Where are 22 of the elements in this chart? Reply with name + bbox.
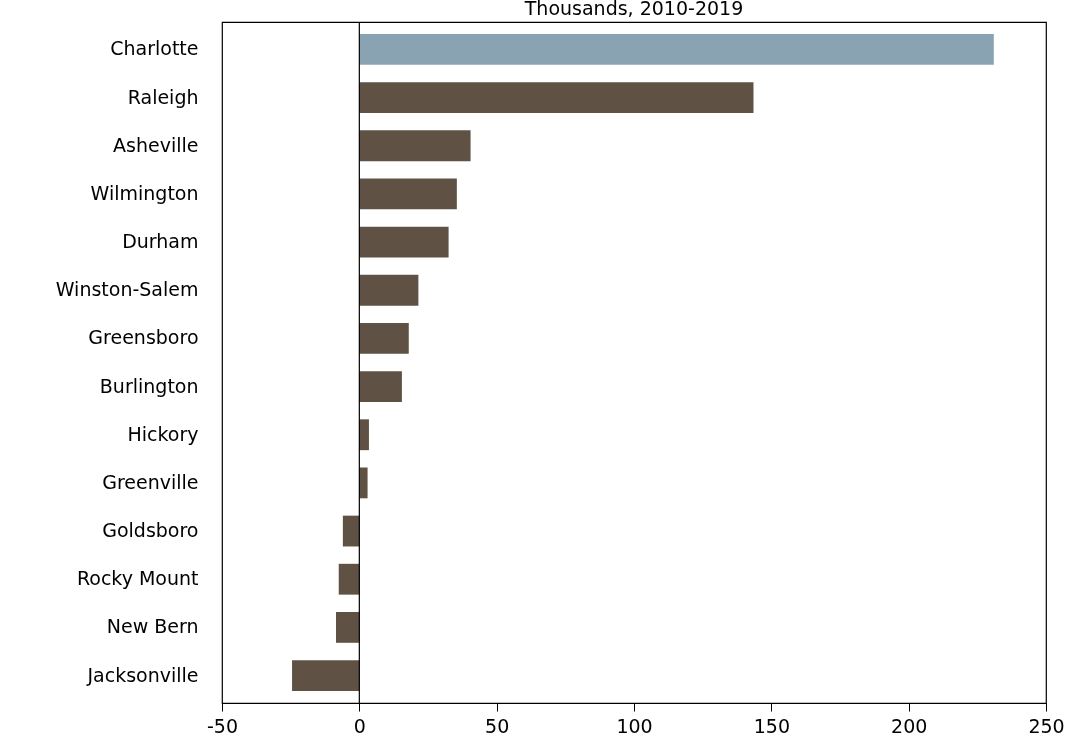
x-tick-label: 200 <box>891 714 928 737</box>
y-tick-label: Wilmington <box>90 181 199 204</box>
y-tick-label: Greensboro <box>88 326 199 349</box>
y-tick-label: Burlington <box>99 374 199 397</box>
x-tick-label: 150 <box>753 714 790 737</box>
y-tick-label: Jacksonville <box>86 663 199 686</box>
x-tick-label: 250 <box>1028 714 1065 737</box>
y-tick-label: New Bern <box>106 615 199 638</box>
y-tick-label: Asheville <box>113 133 199 156</box>
y-tick-label: Raleigh <box>127 85 199 108</box>
x-tick-label: 50 <box>485 714 510 737</box>
y-tick-label: Hickory <box>127 422 199 445</box>
y-tick-label: Charlotte <box>110 37 199 60</box>
x-tick-label: 0 <box>353 714 366 737</box>
y-tick-label: Winston-Salem <box>55 278 199 301</box>
y-tick-label: Greenville <box>102 470 199 493</box>
x-tick-label: 100 <box>616 714 653 737</box>
y-tick-label: Durham <box>122 230 199 253</box>
y-tick-label: Rocky Mount <box>76 567 199 590</box>
x-tick-label: -50 <box>206 714 239 737</box>
chart-subtitle: Thousands, 2010-2019 <box>523 0 744 20</box>
y-tick-label: Goldsboro <box>102 519 199 542</box>
